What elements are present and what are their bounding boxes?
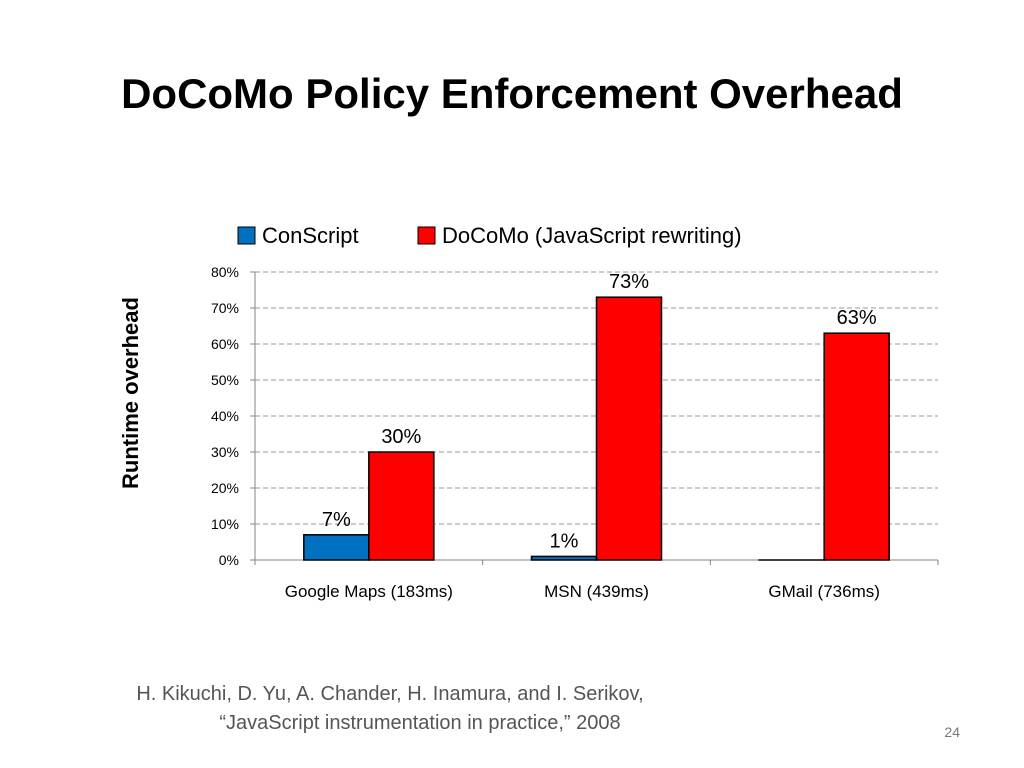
- bar: [368, 451, 435, 561]
- x-category-label: GMail (736ms): [768, 582, 879, 601]
- x-category-label: MSN (439ms): [544, 582, 649, 601]
- legend-swatch: [237, 226, 256, 245]
- chart-legend: ConScript DoCoMo (JavaScript rewriting): [237, 223, 742, 248]
- y-tick-label: 10%: [211, 516, 239, 532]
- citation-line-1: H. Kikuchi, D. Yu, A. Chander, H. Inamur…: [136, 683, 644, 705]
- page-number: 24: [944, 724, 960, 740]
- data-label: 73%: [609, 271, 649, 293]
- chart-axes: 0% 10% 20% 30% 40% 50% 60% 70% 80% Google Maps (1…: [211, 264, 939, 601]
- slide-title: DoCoMo Policy Enforcement Overhead: [121, 70, 903, 117]
- bars: [303, 296, 890, 561]
- bar: [823, 332, 890, 561]
- legend-label: DoCoMo (JavaScript rewriting): [442, 223, 742, 248]
- data-labels: 7% 1% 30% 73% 63%: [322, 271, 877, 552]
- y-axis-label: Runtime overhead: [118, 297, 143, 489]
- y-tick-label: 30%: [211, 444, 239, 460]
- y-tick-label: 20%: [211, 480, 239, 496]
- legend-label: ConScript: [262, 223, 359, 248]
- data-label: 1%: [550, 530, 579, 552]
- citation-line-2: “JavaScript instrumentation in practice,…: [219, 712, 621, 734]
- data-label: 7%: [322, 509, 351, 531]
- bar: [595, 296, 663, 561]
- y-tick-label: 70%: [211, 300, 239, 316]
- y-tick-label: 50%: [211, 372, 239, 388]
- y-tick-label: 60%: [211, 336, 239, 352]
- legend-swatch: [417, 226, 436, 245]
- y-tick-label: 40%: [211, 408, 239, 424]
- data-label: 63%: [837, 307, 877, 329]
- citation: H. Kikuchi, D. Yu, A. Chander, H. Inamur…: [100, 680, 680, 738]
- bar: [303, 534, 370, 561]
- y-tick-label: 0%: [219, 552, 239, 568]
- x-category-label: Google Maps (183ms): [285, 582, 453, 601]
- bar: [530, 555, 598, 561]
- data-label: 30%: [381, 426, 421, 448]
- y-tick-label: 80%: [211, 264, 239, 280]
